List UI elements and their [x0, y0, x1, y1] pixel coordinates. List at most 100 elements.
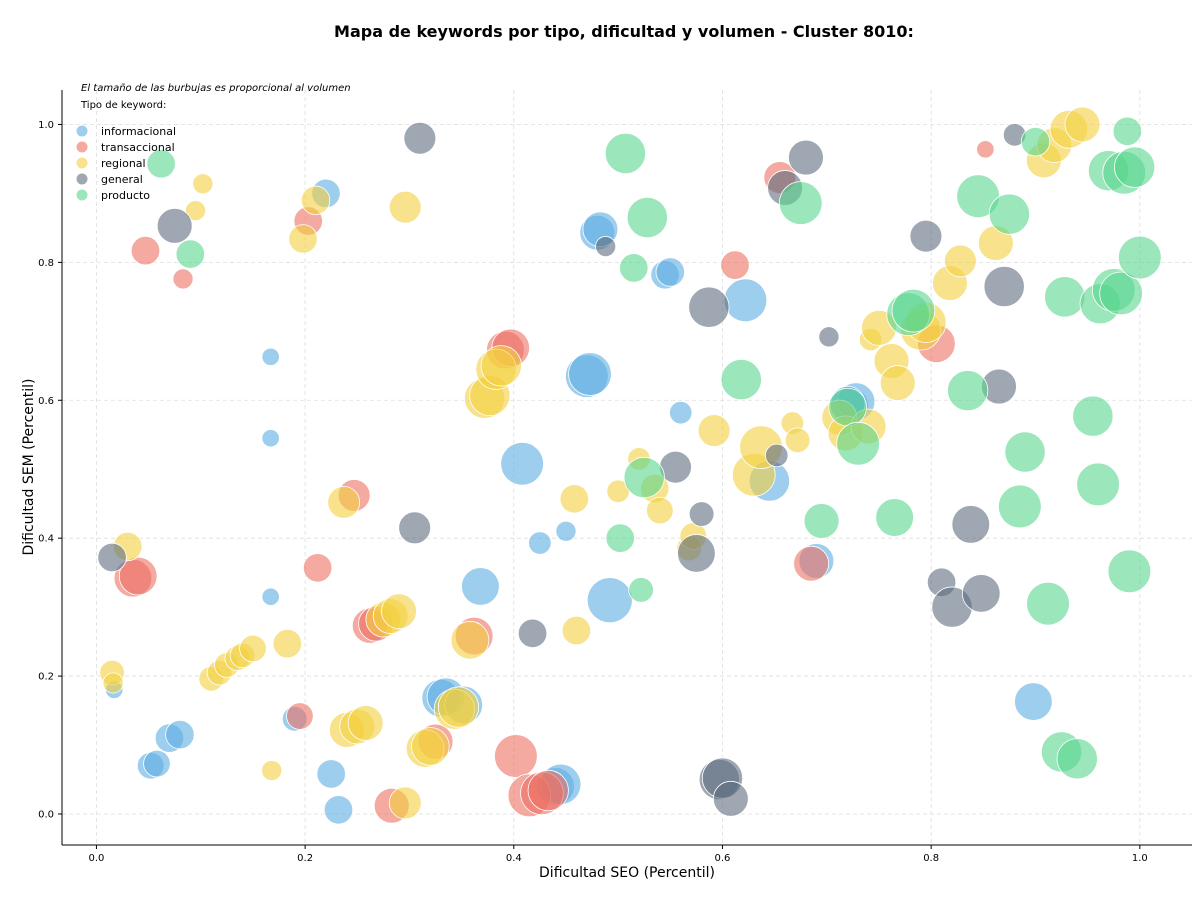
bubble-regional	[411, 727, 450, 766]
bubble-informacional	[165, 720, 195, 750]
bubble-producto	[628, 577, 654, 603]
bubble-general	[712, 780, 749, 817]
bubble-general	[517, 618, 548, 649]
bubble-regional	[879, 365, 916, 401]
bubble-informacional	[143, 749, 171, 778]
bubble-transaccional	[793, 545, 830, 582]
legend-label-regional: regional	[101, 157, 146, 170]
bubble-regional	[559, 484, 589, 514]
bubble-general	[156, 207, 193, 244]
bubble-producto	[146, 149, 176, 179]
bubble-producto	[175, 239, 206, 269]
bubble-regional	[944, 244, 977, 278]
legend-label-informacional: informacional	[101, 125, 176, 138]
bubble-regional	[102, 672, 124, 694]
x-tick-label: 0.8	[923, 853, 939, 864]
y-tick-label: 0.4	[38, 534, 54, 545]
bubble-regional	[185, 200, 207, 222]
bubble-general	[765, 443, 789, 468]
legend-swatch-regional	[76, 157, 88, 169]
bubble-informacional	[655, 257, 685, 287]
bubble-transaccional	[118, 556, 158, 596]
bubble-producto	[1020, 127, 1051, 157]
y-tick-label: 0.2	[38, 672, 54, 683]
bubble-regional	[697, 414, 731, 447]
bubble-general	[595, 236, 617, 258]
chart-title: Mapa de keywords por tipo, dificultad y …	[334, 22, 914, 41]
bubble-regional	[239, 634, 267, 663]
y-tick-label: 0.0	[38, 809, 54, 820]
bubble-regional	[300, 185, 331, 215]
bubble-transaccional	[302, 553, 333, 583]
bubble-transaccional	[286, 702, 314, 730]
legend-label-producto: producto	[101, 189, 150, 202]
bubble-regional	[388, 190, 422, 224]
bubble-producto	[626, 196, 668, 239]
bubble-regional	[450, 620, 490, 660]
bubble-general	[909, 219, 943, 253]
bubble-producto	[623, 456, 665, 499]
bubble-producto	[1107, 549, 1152, 594]
bubble-producto	[1004, 431, 1046, 473]
bubble-producto	[604, 132, 647, 175]
x-tick-label: 1.0	[1132, 853, 1148, 864]
bubble-transaccional	[720, 250, 750, 280]
bubble-informacional	[555, 520, 577, 542]
y-tick-label: 1.0	[38, 120, 54, 131]
bubble-regional	[646, 496, 674, 525]
legend: informacional transaccional regional genera…	[76, 125, 176, 202]
bubble-general	[398, 511, 432, 545]
bubble-regional	[261, 760, 283, 782]
x-tick-label: 0.2	[297, 853, 313, 864]
bubble-general	[97, 542, 127, 573]
bubble-transaccional	[172, 268, 194, 290]
bubble-transaccional	[130, 235, 161, 266]
bubble-regional	[272, 628, 303, 659]
bubble-transaccional	[494, 734, 538, 778]
bubble-regional	[1064, 106, 1101, 143]
bubble-producto	[1112, 116, 1142, 147]
bubble-producto	[891, 288, 936, 333]
bubble-producto	[1114, 146, 1156, 188]
bubble-producto	[1072, 395, 1114, 437]
bubble-producto	[1044, 276, 1086, 318]
bubble-regional	[388, 786, 422, 820]
bubble-regional	[480, 345, 522, 387]
bubble-regional	[437, 686, 480, 728]
bubble-producto	[828, 387, 867, 427]
bubble-informacional	[669, 400, 693, 425]
legend-swatch-transaccional	[76, 141, 88, 153]
bubble-informacional	[723, 278, 768, 323]
bubble-general	[688, 501, 715, 527]
bubble-informacional	[568, 352, 612, 396]
bubble-regional	[288, 224, 318, 254]
bubble-producto	[803, 503, 840, 539]
bubble-informacional	[586, 577, 633, 624]
x-tick-label: 0.4	[506, 853, 522, 864]
legend-label-transaccional: transaccional	[101, 141, 175, 154]
y-tick-label: 0.8	[38, 258, 54, 269]
bubble-producto	[988, 193, 1031, 235]
y-ticks: 0.0 0.2 0.4 0.6 0.8 1.0	[38, 120, 62, 820]
bubble-producto	[947, 370, 989, 412]
bubble-producto	[836, 421, 880, 466]
bubble-regional	[347, 705, 384, 741]
bubble-producto	[619, 253, 649, 283]
legend-label-general: general	[101, 173, 143, 186]
size-note: El tamaño de las burbujas es proporciona…	[81, 83, 351, 94]
bubble-producto	[720, 358, 762, 401]
legend-swatch-producto	[76, 189, 88, 201]
bubble-informacional	[261, 347, 280, 366]
bubble-informacional	[261, 429, 280, 448]
bubble-informacional	[261, 587, 280, 606]
y-axis-label: Dificultad SEM (Percentil)	[21, 379, 37, 556]
bubble-general	[788, 139, 824, 176]
bubble-general	[983, 265, 1025, 308]
bubble-producto	[778, 181, 823, 225]
bubble-regional	[192, 173, 214, 195]
bubble-regional	[561, 615, 592, 646]
bubble-informacional	[500, 441, 544, 486]
bubble-producto	[605, 523, 635, 553]
bubble-informacional	[323, 795, 354, 825]
